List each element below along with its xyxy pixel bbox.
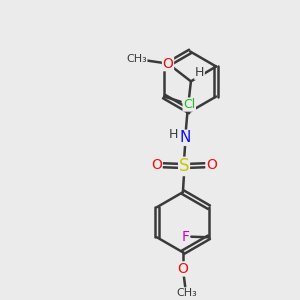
Text: O: O [163, 57, 173, 70]
Text: O: O [151, 158, 162, 172]
Text: N: N [179, 130, 191, 145]
Text: O: O [178, 262, 188, 276]
Text: S: S [179, 158, 189, 175]
Text: O: O [206, 158, 217, 172]
Text: H: H [169, 128, 178, 141]
Text: CH₃: CH₃ [126, 54, 147, 64]
Text: Cl: Cl [183, 98, 195, 111]
Text: F: F [182, 230, 190, 244]
Text: CH₃: CH₃ [176, 288, 197, 298]
Text: H: H [195, 66, 204, 79]
